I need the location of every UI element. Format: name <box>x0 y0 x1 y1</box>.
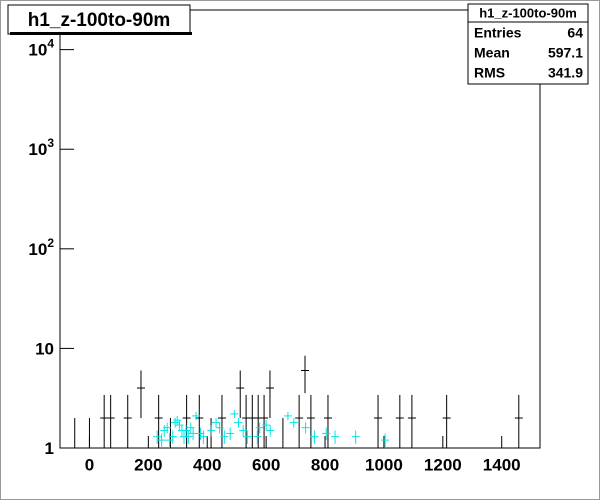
y-tick-base: 10 <box>28 140 47 159</box>
stats-label: Mean <box>474 45 510 61</box>
data-point <box>323 394 332 448</box>
data-point <box>442 394 451 448</box>
data-point <box>153 430 162 444</box>
data-point <box>154 394 163 448</box>
title-box <box>7 4 191 35</box>
data-point <box>239 425 248 437</box>
y-tick-base: 10 <box>28 240 47 259</box>
data-point <box>395 394 404 448</box>
y-tick-exponent: 2 <box>47 236 54 250</box>
y-tick-base: 10 <box>28 41 47 60</box>
data-point <box>295 394 304 448</box>
data-point <box>243 430 252 444</box>
data-point <box>322 427 331 441</box>
data-point <box>234 418 243 428</box>
data-point <box>306 394 315 448</box>
data-point <box>236 370 245 419</box>
data-point <box>106 394 115 448</box>
data-point <box>230 410 239 419</box>
y-tick-label: 1 <box>45 439 54 458</box>
x-tick-label: 0 <box>85 455 94 474</box>
data-point <box>310 430 319 444</box>
data-point <box>168 430 177 444</box>
data-point <box>163 422 172 434</box>
data-point <box>136 370 145 419</box>
data-point <box>165 433 174 448</box>
data-point <box>207 425 216 437</box>
data-point <box>253 430 262 444</box>
y-tick-label: 103 <box>28 136 54 159</box>
data-point <box>184 430 193 444</box>
data-point <box>220 430 229 444</box>
data-point <box>381 433 390 448</box>
y-tick-label: 10 <box>35 339 54 358</box>
data-point <box>331 430 340 444</box>
data-point <box>123 394 132 448</box>
x-tick-label: 1000 <box>365 455 403 474</box>
y-tick-label: 104 <box>28 37 54 60</box>
data-point <box>301 355 310 394</box>
data-point <box>351 430 360 444</box>
x-tick-label: 600 <box>252 455 280 474</box>
chart-title: h1_z-100to-90m <box>28 10 171 31</box>
data-point <box>199 430 208 444</box>
data-point <box>374 394 383 448</box>
data-point <box>171 418 180 428</box>
data-point <box>85 418 94 449</box>
data-point <box>514 394 523 448</box>
data-point <box>260 394 269 448</box>
data-point <box>215 422 224 434</box>
x-tick-label: 800 <box>311 455 339 474</box>
data-point <box>195 394 204 448</box>
data-point <box>301 422 310 434</box>
stats-title: h1_z-100to-90m <box>479 5 577 20</box>
data-point <box>255 422 264 434</box>
data-point <box>283 411 292 421</box>
data-point <box>182 394 191 448</box>
data-point <box>226 427 235 441</box>
data-point <box>166 418 175 449</box>
x-tick-label: 200 <box>134 455 162 474</box>
x-tick-label: 400 <box>193 455 221 474</box>
x-tick-label: 1400 <box>483 455 521 474</box>
stats-rows: Entries 64 Mean 597.1 RMS 341.9 <box>474 25 583 81</box>
data-point <box>266 425 275 437</box>
stats-value: 64 <box>567 25 583 41</box>
y-tick-exponent: 4 <box>47 37 54 51</box>
data-point <box>70 418 79 449</box>
data-point <box>278 418 287 449</box>
title-shadow <box>10 32 192 35</box>
data-point <box>289 418 298 428</box>
data-point <box>265 370 274 419</box>
data-point <box>217 394 226 448</box>
stats-box <box>467 3 589 85</box>
data-point <box>407 394 416 448</box>
y-tick-label: 102 <box>28 236 54 259</box>
frame <box>59 9 541 449</box>
stats-value: 341.9 <box>548 65 583 81</box>
data-point <box>212 418 221 428</box>
y-tick-exponent: 3 <box>47 136 54 150</box>
data-point <box>189 427 198 441</box>
data-point <box>157 433 166 448</box>
data-point <box>262 420 271 431</box>
data-point <box>192 411 201 421</box>
stats-value: 597.1 <box>548 45 583 61</box>
x-tick-label: 1200 <box>424 455 462 474</box>
stats-label: RMS <box>474 65 505 81</box>
stats-label: Entries <box>474 25 522 41</box>
